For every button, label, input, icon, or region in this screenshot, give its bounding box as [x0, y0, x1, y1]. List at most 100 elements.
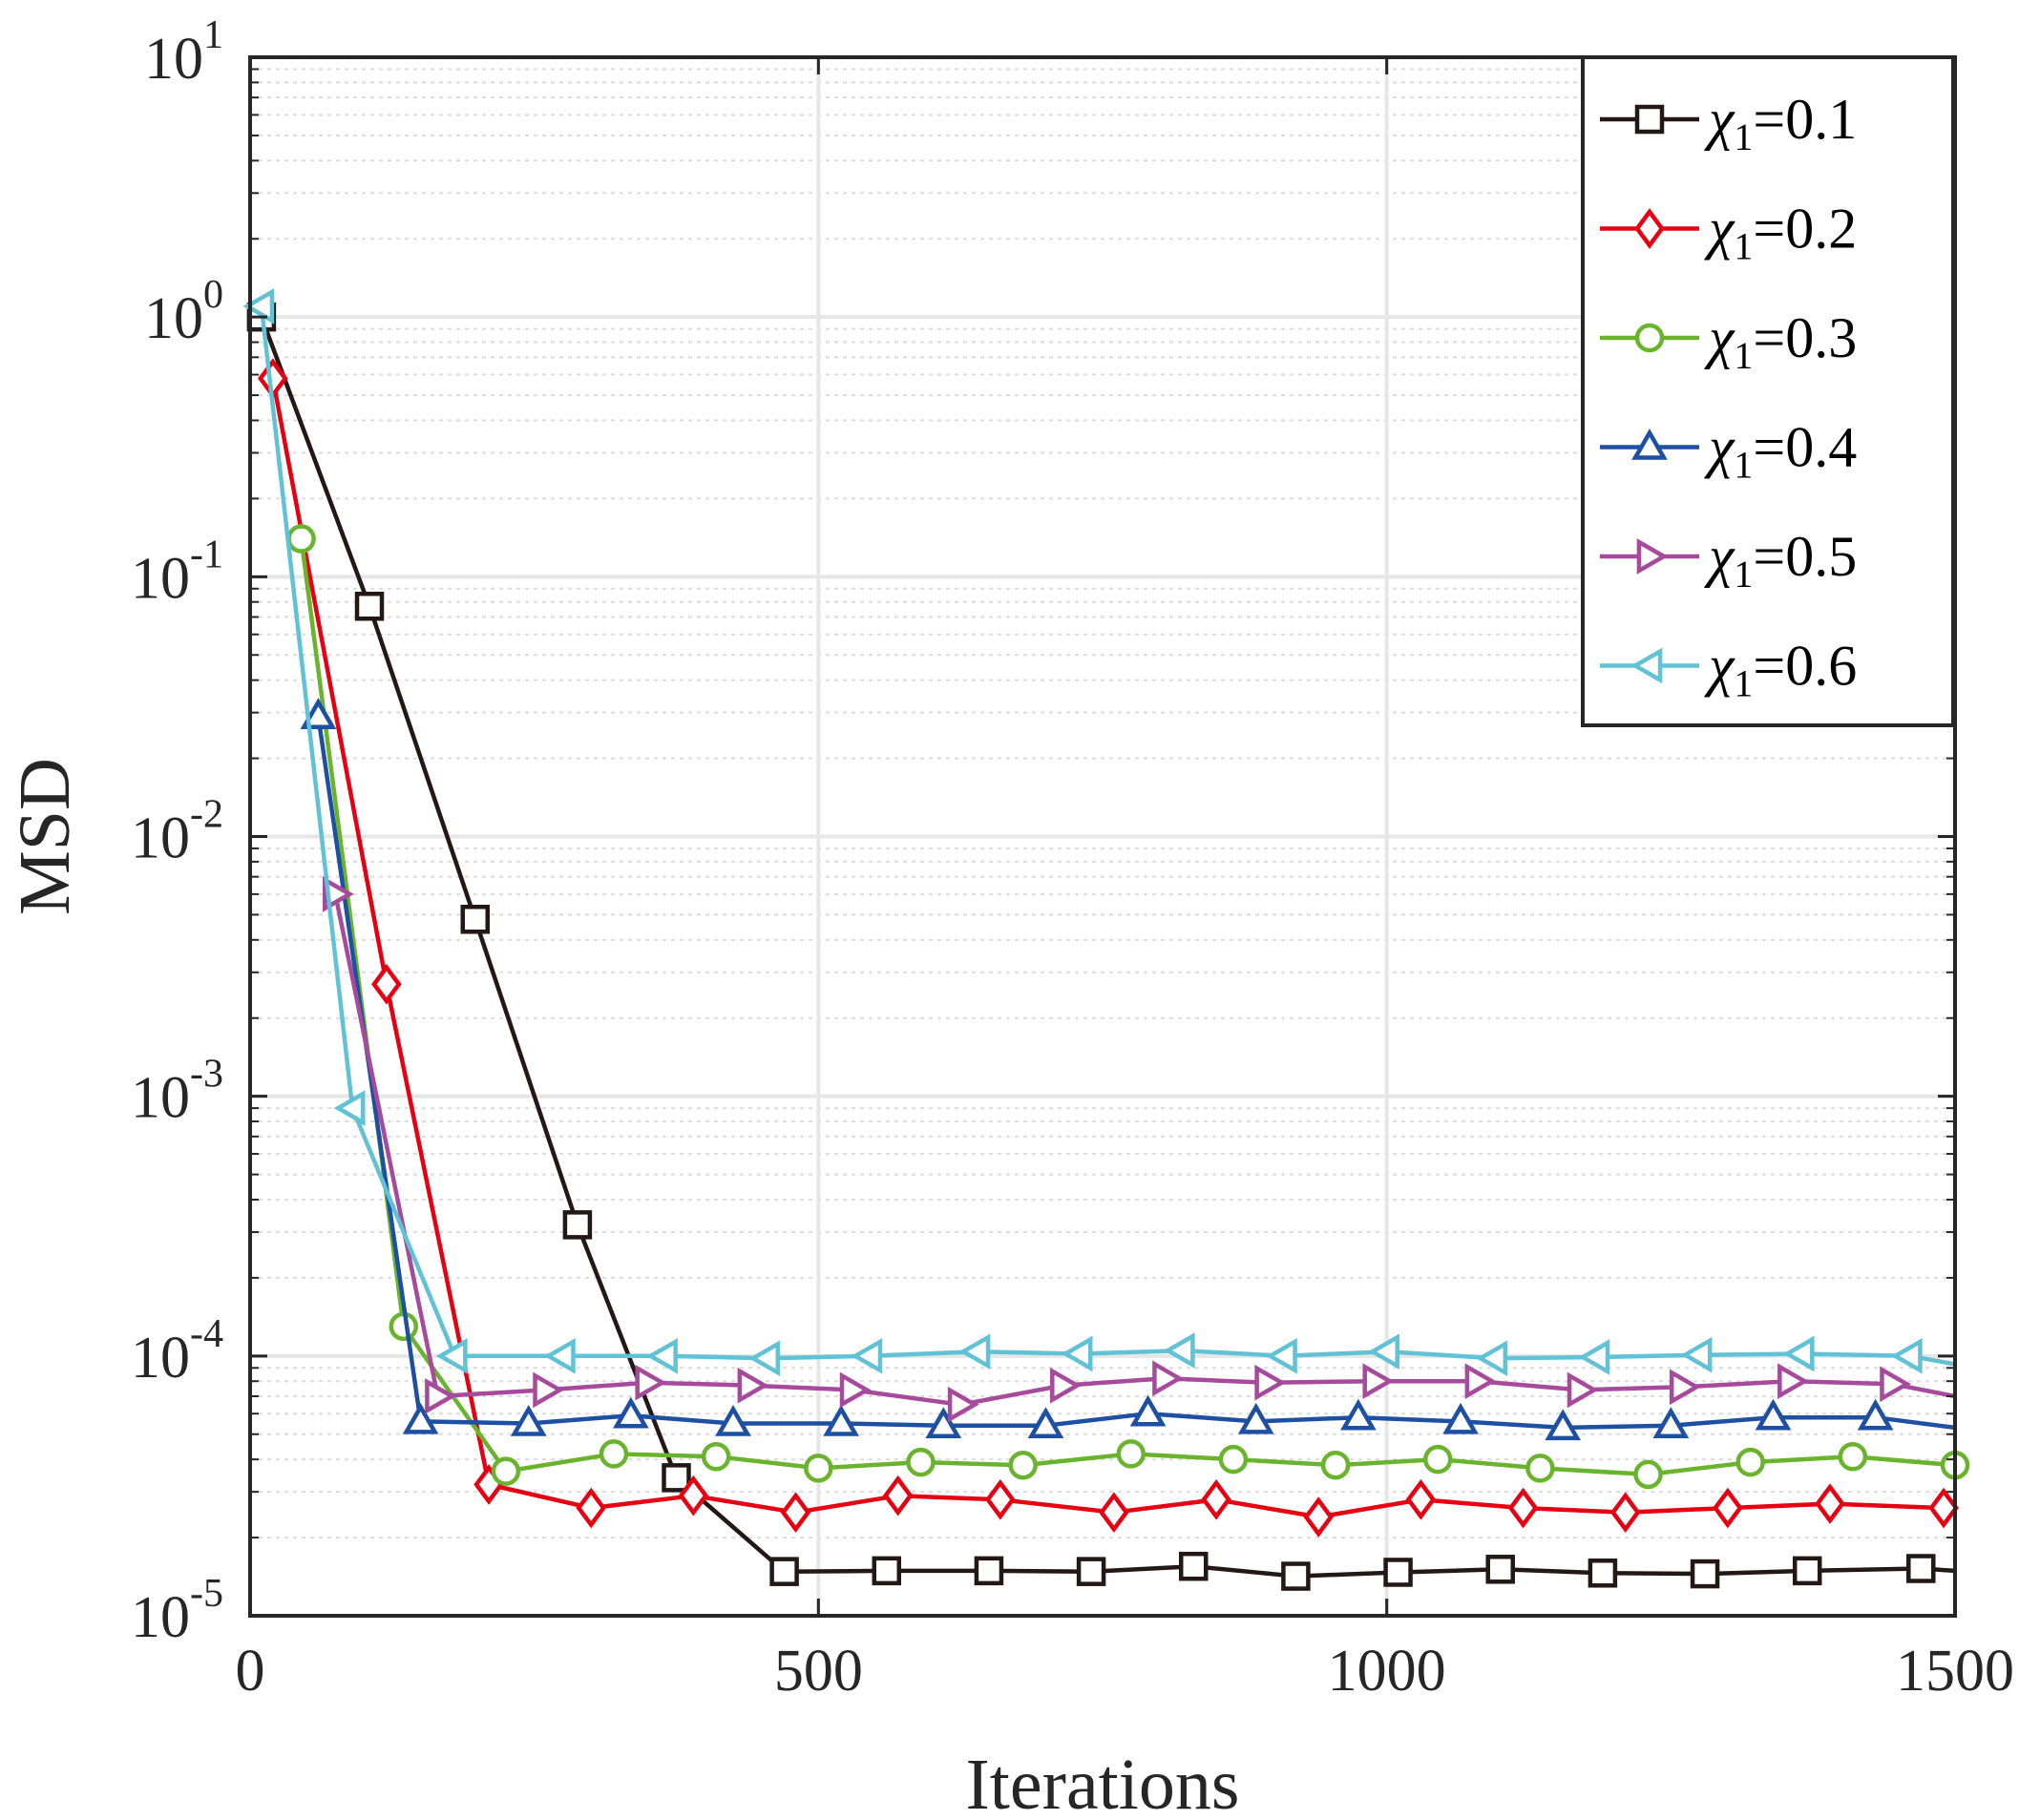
- series-marker: [613, 1396, 649, 1429]
- legend-symbol: χ: [1704, 635, 1735, 698]
- legend-symbol: χ: [1704, 416, 1735, 479]
- series-marker: [1405, 1478, 1437, 1520]
- series-marker: [701, 1441, 731, 1472]
- series-marker: [1777, 1363, 1809, 1400]
- series-marker: [1485, 1555, 1515, 1584]
- series-marker: [1050, 1367, 1082, 1404]
- series-marker: [1254, 1364, 1287, 1401]
- x-tick-label: 1500: [1896, 1639, 2014, 1704]
- y-tick-label: 10-5: [131, 1572, 223, 1650]
- legend-value: =0.3: [1753, 306, 1857, 369]
- series-line: [270, 378, 1956, 1519]
- series-marker: [1116, 1439, 1146, 1469]
- series-marker: [1099, 1492, 1129, 1534]
- y-tick-exponent: -4: [190, 1312, 223, 1356]
- series-6: [242, 288, 1956, 1377]
- legend-value: =0.5: [1753, 525, 1857, 588]
- series-marker: [333, 1090, 366, 1126]
- series-marker: [1027, 1407, 1064, 1438]
- series-marker: [1507, 1487, 1539, 1529]
- legend-item: χ1=0.6: [1600, 635, 1857, 705]
- series-marker: [882, 1475, 914, 1517]
- series-marker: [1076, 1557, 1106, 1586]
- series-line: [259, 316, 1956, 1579]
- series-marker: [1340, 1398, 1377, 1431]
- series-marker: [646, 1337, 678, 1374]
- series-marker: [1008, 1450, 1038, 1480]
- legend-symbol: χ: [1704, 198, 1735, 261]
- y-tick-exponent: -3: [190, 1053, 223, 1097]
- y-tick-label: 10-4: [131, 1312, 223, 1391]
- legend-subscript: 1: [1734, 553, 1753, 596]
- series-marker: [985, 1478, 1016, 1520]
- series-marker: [491, 1456, 521, 1486]
- y-tick-label: 101: [144, 13, 223, 92]
- series-marker: [1609, 1492, 1641, 1534]
- series-marker: [371, 963, 402, 1005]
- series-marker: [435, 1337, 468, 1374]
- legend-symbol: χ: [1704, 306, 1735, 369]
- legend-label: χ1=0.1: [1704, 88, 1857, 158]
- series-marker: [1782, 1335, 1815, 1372]
- legend-symbol: χ: [1704, 525, 1735, 588]
- series-marker: [1735, 1447, 1765, 1477]
- series-marker: [1567, 1371, 1599, 1409]
- series-marker: [242, 288, 275, 324]
- x-tick-label: 0: [236, 1639, 265, 1704]
- legend-value: =0.4: [1753, 416, 1857, 479]
- series-marker: [1928, 1487, 1959, 1529]
- series-marker: [300, 698, 337, 729]
- legend-value: =0.2: [1753, 198, 1857, 261]
- legend-item: χ1=0.3: [1600, 306, 1857, 377]
- series-marker: [460, 905, 491, 934]
- series-marker: [1237, 1402, 1274, 1434]
- series-marker: [1266, 1337, 1297, 1374]
- y-tick-label: 100: [144, 273, 223, 351]
- y-tick-exponent: -2: [190, 793, 223, 837]
- series-marker: [1281, 1561, 1311, 1591]
- y-tick-exponent: -1: [190, 533, 223, 576]
- x-tick-labels: 0 500 1000 1500: [236, 1639, 2015, 1704]
- series-marker: [402, 1402, 439, 1434]
- legend-item: χ1=0.4: [1600, 416, 1857, 487]
- y-tick-exponent: 0: [203, 273, 223, 317]
- series-layer: [242, 288, 1970, 1591]
- legend-marker: [1634, 323, 1665, 353]
- x-axis-title: Iterations: [965, 1745, 1239, 1820]
- series-marker: [872, 1556, 902, 1586]
- series-marker: [947, 1386, 979, 1423]
- series-marker: [562, 1210, 593, 1240]
- series-marker: [1857, 1398, 1894, 1431]
- series-marker: [1713, 1487, 1743, 1529]
- legend-subscript: 1: [1734, 334, 1753, 377]
- y-tick-base: 10: [131, 546, 190, 611]
- y-tick-exponent: 1: [203, 13, 223, 57]
- legend-subscript: 1: [1734, 225, 1753, 268]
- series-marker: [1201, 1478, 1231, 1520]
- y-tick-label: 10-3: [131, 1053, 223, 1131]
- series-1: [246, 302, 1956, 1591]
- series-marker: [286, 524, 316, 554]
- series-marker: [576, 1487, 607, 1529]
- series-marker: [1755, 1398, 1792, 1431]
- y-tick-label: 10-1: [131, 533, 223, 611]
- series-marker: [1525, 1454, 1555, 1483]
- legend-marker: [1631, 429, 1668, 460]
- series-marker: [715, 1405, 751, 1436]
- legend-marker: [1634, 208, 1665, 249]
- series-marker: [662, 1463, 691, 1493]
- legend-marker: [1634, 104, 1665, 135]
- series-marker: [1179, 1551, 1209, 1581]
- series-marker: [1652, 1407, 1690, 1438]
- series-marker: [804, 1454, 833, 1483]
- series-marker: [543, 1337, 576, 1374]
- y-tick-exponent: -5: [190, 1572, 223, 1616]
- series-marker: [958, 1333, 991, 1370]
- y-tick-base: 10: [131, 1326, 190, 1391]
- legend-box: [1581, 55, 1955, 727]
- legend: χ1=0.1χ1=0.2χ1=0.3χ1=0.4χ1=0.5χ1=0.6: [1581, 55, 1955, 727]
- series-marker: [1838, 1441, 1868, 1472]
- legend-item: χ1=0.1: [1600, 88, 1857, 158]
